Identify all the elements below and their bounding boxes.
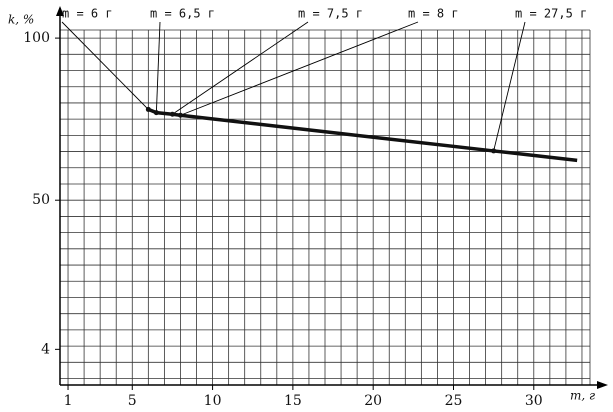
leader-line bbox=[493, 21, 526, 152]
data-point bbox=[169, 111, 175, 117]
x-tick-label: 15 bbox=[284, 393, 302, 409]
leader-line bbox=[180, 21, 419, 116]
x-axis-arrow bbox=[597, 381, 608, 389]
data-point bbox=[145, 106, 151, 112]
data-point bbox=[177, 112, 183, 118]
y-tick-label: 50 bbox=[32, 192, 50, 208]
y-axis-arrow bbox=[56, 6, 64, 16]
data-point bbox=[491, 148, 497, 154]
x-tick-label: 30 bbox=[525, 393, 543, 409]
x-tick-label: 10 bbox=[204, 393, 222, 409]
annotation: m = 27,5 г bbox=[515, 7, 587, 21]
annotation: m = 7,5 г bbox=[298, 7, 363, 21]
x-tick-label: 20 bbox=[364, 393, 382, 409]
x-tick-label: 25 bbox=[445, 393, 463, 409]
leader-line bbox=[61, 21, 149, 110]
leader-line bbox=[172, 21, 309, 115]
x-tick-label: 5 bbox=[128, 393, 137, 409]
y-axis-label: k, % bbox=[8, 13, 34, 27]
x-tick-label: 1 bbox=[64, 393, 73, 409]
annotation: m = 6 г bbox=[62, 7, 113, 21]
annotation: m = 6,5 г bbox=[150, 7, 215, 21]
annotation: m = 8 г bbox=[408, 7, 459, 21]
leader-line bbox=[155, 21, 161, 113]
x-axis-label: m, г bbox=[570, 389, 595, 403]
data-point bbox=[153, 110, 159, 116]
y-tick-label: 4 bbox=[41, 341, 50, 357]
y-tick-label: 100 bbox=[23, 30, 50, 46]
